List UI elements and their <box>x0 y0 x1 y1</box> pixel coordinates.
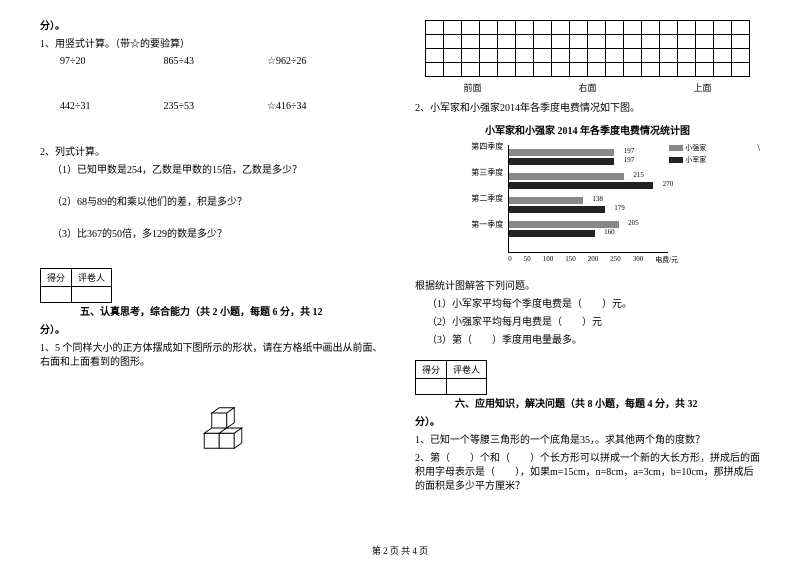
view-label: 前面 <box>463 81 481 94</box>
problem-row: 442÷31 235÷53 ☆416÷34 <box>60 101 371 112</box>
reviewer-label: 评卷人 <box>72 269 112 287</box>
y-axis: 第四季度 第三季度 第二季度 第一季度 <box>466 143 506 247</box>
problem: ☆962÷26 <box>267 56 371 67</box>
score-label: 得分 <box>41 269 72 287</box>
chart-legend: 小强家 小军家 <box>669 143 706 167</box>
y-label: 第一季度 <box>466 221 506 247</box>
cube-figure <box>40 392 385 455</box>
legend-a: 小强家 <box>685 143 706 153</box>
cubes-icon <box>183 392 263 452</box>
subquestion: （2）68与89的和乘以他们的差，积是多少？ <box>52 196 385 210</box>
x-axis: 0 50 100 150 200 250 300 电费/元 <box>508 255 678 265</box>
problem: 865÷43 <box>164 56 268 67</box>
left-column: 分）。 1、用竖式计算。（带☆的要验算） 97÷20 865÷43 ☆962÷2… <box>40 20 385 490</box>
section-6-tail: 分）。 <box>415 416 760 430</box>
problem-row: 97÷20 865÷43 ☆962÷26 <box>60 56 371 67</box>
tick: 0 <box>508 255 512 265</box>
slash: \ <box>757 143 760 153</box>
legend-b: 小军家 <box>685 155 706 165</box>
subquestion: （3）第（ ）季度用电量最多。 <box>427 334 760 348</box>
grid-labels: 前面 右面 上面 <box>415 81 760 94</box>
s6-q1: 1、已知一个等腰三角形的一个底角是35，。求其他两个角的度数？ <box>415 434 760 448</box>
tick: 200 <box>588 255 599 265</box>
chart-title: 小军家和小强家 2014 年各季度电费情况统计图 <box>415 122 760 137</box>
score-label: 得分 <box>416 361 447 379</box>
subquestion: （2）小强家平均每月电费是（ ）元 <box>427 316 760 330</box>
subquestion: （1）已知甲数是254，乙数是甲数的15倍，乙数是多少？ <box>52 164 385 178</box>
subquestion: （1）小军家平均每个季度电费是（ ）元。 <box>427 298 760 312</box>
y-label: 第三季度 <box>466 169 506 195</box>
score-box: 得分 评卷人 <box>415 360 760 395</box>
tick: 50 <box>524 255 531 265</box>
section-5-tail: 分）。 <box>40 324 385 338</box>
problem: ☆416÷34 <box>267 101 371 112</box>
problem: 442÷31 <box>60 101 164 112</box>
q2-title: 2、列式计算。 <box>40 146 385 160</box>
right-column: 前面 右面 上面 2、小军家和小强家2014年各季度电费情况如下图。 小军家和小… <box>415 20 760 490</box>
section-5-title: 五、认真思考，综合能力（共 2 小题，每题 6 分，共 12 <box>80 306 385 320</box>
answer-grid <box>425 20 750 77</box>
tick: 250 <box>610 255 621 265</box>
bar-chart: 小强家 小军家 第四季度 第三季度 第二季度 第一季度 197197215270… <box>415 143 760 276</box>
score-box: 得分 评卷人 <box>40 268 385 303</box>
tick: 300 <box>633 255 644 265</box>
view-label: 上面 <box>693 81 711 94</box>
reviewer-label: 评卷人 <box>447 361 487 379</box>
problem: 97÷20 <box>60 56 164 67</box>
tick: 100 <box>543 255 554 265</box>
q1-title: 1、用竖式计算。（带☆的要验算） <box>40 38 385 52</box>
x-label: 电费/元 <box>655 255 678 265</box>
page-content: 分）。 1、用竖式计算。（带☆的要验算） 97÷20 865÷43 ☆962÷2… <box>0 0 800 520</box>
chart-question-lead: 根据统计图解答下列问题。 <box>415 280 760 294</box>
y-label: 第二季度 <box>466 195 506 221</box>
section-tail: 分）。 <box>40 20 385 34</box>
q2-title: 2、小军家和小强家2014年各季度电费情况如下图。 <box>415 102 760 116</box>
y-label: 第四季度 <box>466 143 506 169</box>
bars-area: 197197215270138179205160 <box>508 145 668 253</box>
problem: 235÷53 <box>164 101 268 112</box>
tick: 150 <box>565 255 576 265</box>
s5-q1: 1、5 个同样大小的正方体摆成如下图所示的形状，请在方格纸中画出从前面、右面和上… <box>40 342 385 370</box>
page-footer: 第 2 页 共 4 页 <box>0 544 800 557</box>
s6-q2: 2、第（ ）个和（ ）个长方形可以拼成一个新的大长方形，拼成后的面积用字母表示是… <box>415 452 760 494</box>
section-6-title: 六、应用知识，解决问题（共 8 小题，每题 4 分，共 32 <box>455 398 760 412</box>
subquestion: （3）比367的50倍，多129的数是多少？ <box>52 228 385 242</box>
view-label: 右面 <box>578 81 596 94</box>
